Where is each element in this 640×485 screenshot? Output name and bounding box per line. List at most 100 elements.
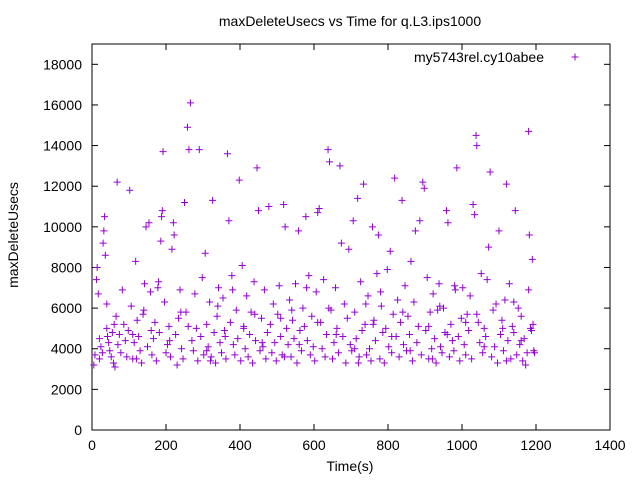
- data-point: [225, 217, 233, 225]
- data-point: [246, 331, 254, 339]
- data-point: [249, 359, 257, 367]
- data-point: [290, 335, 298, 343]
- data-point: [120, 320, 128, 328]
- data-point: [197, 333, 205, 341]
- data-point: [117, 349, 125, 357]
- data-point: [364, 292, 372, 300]
- chart-title: maxDeleteUsecs vs Time for q.L3.ips1000: [219, 13, 481, 29]
- data-point: [145, 219, 153, 227]
- data-point: [451, 282, 459, 290]
- data-point: [201, 249, 209, 257]
- data-point: [166, 337, 174, 345]
- data-point: [113, 178, 121, 186]
- data-point: [404, 312, 412, 320]
- data-point: [90, 361, 98, 369]
- data-point: [203, 347, 211, 355]
- data-point: [235, 176, 243, 184]
- data-point: [318, 345, 326, 353]
- data-point: [170, 231, 178, 239]
- plot-border: [91, 43, 611, 431]
- data-point: [229, 286, 237, 294]
- data-point: [108, 328, 116, 336]
- data-point: [115, 331, 123, 339]
- data-point: [303, 337, 311, 345]
- data-point: [161, 298, 169, 306]
- data-point: [136, 347, 144, 355]
- data-point: [169, 219, 177, 227]
- data-point: [407, 257, 415, 265]
- data-point: [382, 324, 390, 332]
- data-point: [360, 180, 368, 188]
- y-tick-label: 18000: [43, 56, 82, 72]
- data-point: [308, 312, 316, 320]
- data-point: [331, 284, 339, 292]
- data-point: [525, 127, 533, 135]
- data-point: [159, 148, 167, 156]
- data-point: [380, 359, 388, 367]
- data-point: [152, 357, 160, 365]
- data-point: [260, 286, 268, 294]
- data-point: [191, 290, 199, 298]
- data-point: [297, 347, 305, 355]
- data-point: [151, 318, 159, 326]
- data-point: [215, 284, 223, 292]
- data-point: [363, 351, 371, 359]
- data-point: [315, 205, 323, 213]
- data-point: [525, 231, 533, 239]
- data-point: [320, 276, 328, 284]
- data-point: [379, 328, 387, 336]
- data-point: [485, 243, 493, 251]
- data-point: [511, 207, 519, 215]
- data-point: [293, 359, 301, 367]
- data-point: [346, 341, 354, 349]
- data-point: [289, 316, 297, 324]
- data-point: [522, 361, 530, 369]
- data-point: [252, 337, 260, 345]
- data-point: [462, 318, 470, 326]
- x-tick-label: 1400: [594, 437, 625, 453]
- data-point: [352, 335, 360, 343]
- y-tick-label: 0: [74, 422, 82, 438]
- y-tick-label: 4000: [51, 341, 82, 357]
- data-point: [492, 300, 500, 308]
- data-point: [340, 300, 348, 308]
- data-point: [277, 333, 285, 341]
- data-point: [373, 270, 381, 278]
- data-point: [157, 237, 165, 245]
- data-point: [263, 328, 271, 336]
- y-tick-label: 14000: [43, 138, 82, 154]
- data-point: [389, 310, 397, 318]
- data-point: [100, 227, 108, 235]
- data-point: [192, 324, 200, 332]
- legend-marker: [571, 53, 579, 61]
- data-point: [185, 146, 193, 154]
- data-point: [271, 339, 279, 347]
- data-point: [499, 324, 507, 332]
- data-point: [146, 288, 154, 296]
- data-point: [489, 306, 497, 314]
- data-point: [221, 333, 229, 341]
- data-point: [451, 286, 459, 294]
- data-point: [457, 314, 465, 322]
- data-point: [232, 306, 240, 314]
- data-point: [494, 359, 502, 367]
- data-point: [357, 278, 365, 286]
- data-point: [345, 245, 353, 253]
- data-point: [243, 292, 251, 300]
- y-tick-label: 8000: [51, 259, 82, 275]
- data-point: [332, 331, 340, 339]
- data-point: [462, 351, 470, 359]
- data-point: [222, 355, 230, 363]
- data-point: [361, 320, 369, 328]
- data-point: [210, 328, 218, 336]
- data-point: [517, 312, 525, 320]
- data-point: [158, 213, 166, 221]
- data-point: [140, 306, 148, 314]
- data-point: [256, 347, 264, 355]
- data-point: [218, 349, 225, 357]
- data-point: [155, 278, 163, 286]
- data-point: [306, 351, 314, 359]
- data-point: [314, 209, 322, 217]
- data-point: [258, 339, 266, 347]
- data-point: [262, 355, 270, 363]
